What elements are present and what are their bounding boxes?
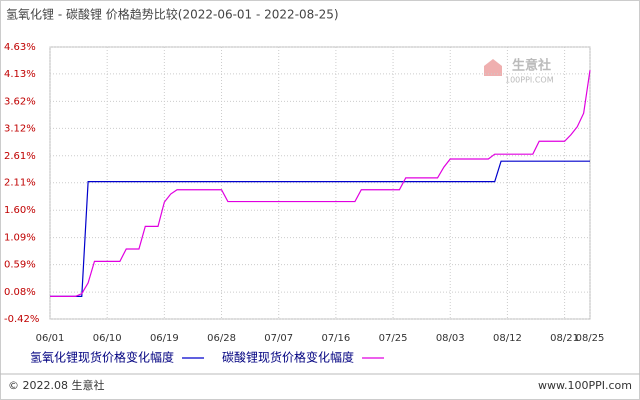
y-tick-label: 1.60% xyxy=(4,205,36,216)
legend-label: 碳酸锂现货价格变化幅度 xyxy=(222,350,354,365)
legend-label: 氢氧化锂现货价格变化幅度 xyxy=(30,350,174,365)
x-tick-label: 08/03 xyxy=(436,333,465,344)
x-tick-label: 06/19 xyxy=(150,333,179,344)
x-tick-label: 06/28 xyxy=(207,333,236,344)
y-tick-label: 1.09% xyxy=(4,233,36,244)
series-line xyxy=(50,70,591,297)
y-tick-label: 0.08% xyxy=(4,287,36,298)
footer-right: www.100PPI.com xyxy=(538,379,632,392)
y-tick-label: 3.62% xyxy=(4,96,36,107)
footer-left: © 2022.08 生意社 xyxy=(8,378,104,392)
x-tick-label: 08/21 xyxy=(550,333,579,344)
watermark-icon xyxy=(484,59,502,76)
x-tick-label: 07/07 xyxy=(264,333,293,344)
x-tick-label: 06/01 xyxy=(36,333,65,344)
x-tick-label: 07/25 xyxy=(379,333,408,344)
chart-title: 氢氧化锂 - 碳酸锂 价格趋势比较(2022-06-01 - 2022-08-2… xyxy=(6,7,339,22)
y-tick-label: 4.63% xyxy=(4,42,36,53)
x-tick-label: 07/16 xyxy=(321,333,350,344)
y-tick-label: -0.42% xyxy=(4,314,39,325)
x-tick-label: 06/10 xyxy=(93,333,122,344)
y-tick-label: 0.59% xyxy=(4,260,36,271)
x-tick-label: 08/12 xyxy=(493,333,522,344)
y-tick-label: 3.12% xyxy=(4,123,36,134)
series-line xyxy=(50,160,590,297)
y-tick-label: 4.13% xyxy=(4,69,36,80)
watermark-name: 生意社 xyxy=(512,58,551,74)
y-tick-label: 2.11% xyxy=(4,178,36,189)
watermark: 生意社 100PPI.COM xyxy=(484,58,554,85)
y-tick-label: 2.61% xyxy=(4,151,36,162)
watermark-site: 100PPI.COM xyxy=(505,76,554,85)
x-tick-label: 08/25 xyxy=(576,333,605,344)
